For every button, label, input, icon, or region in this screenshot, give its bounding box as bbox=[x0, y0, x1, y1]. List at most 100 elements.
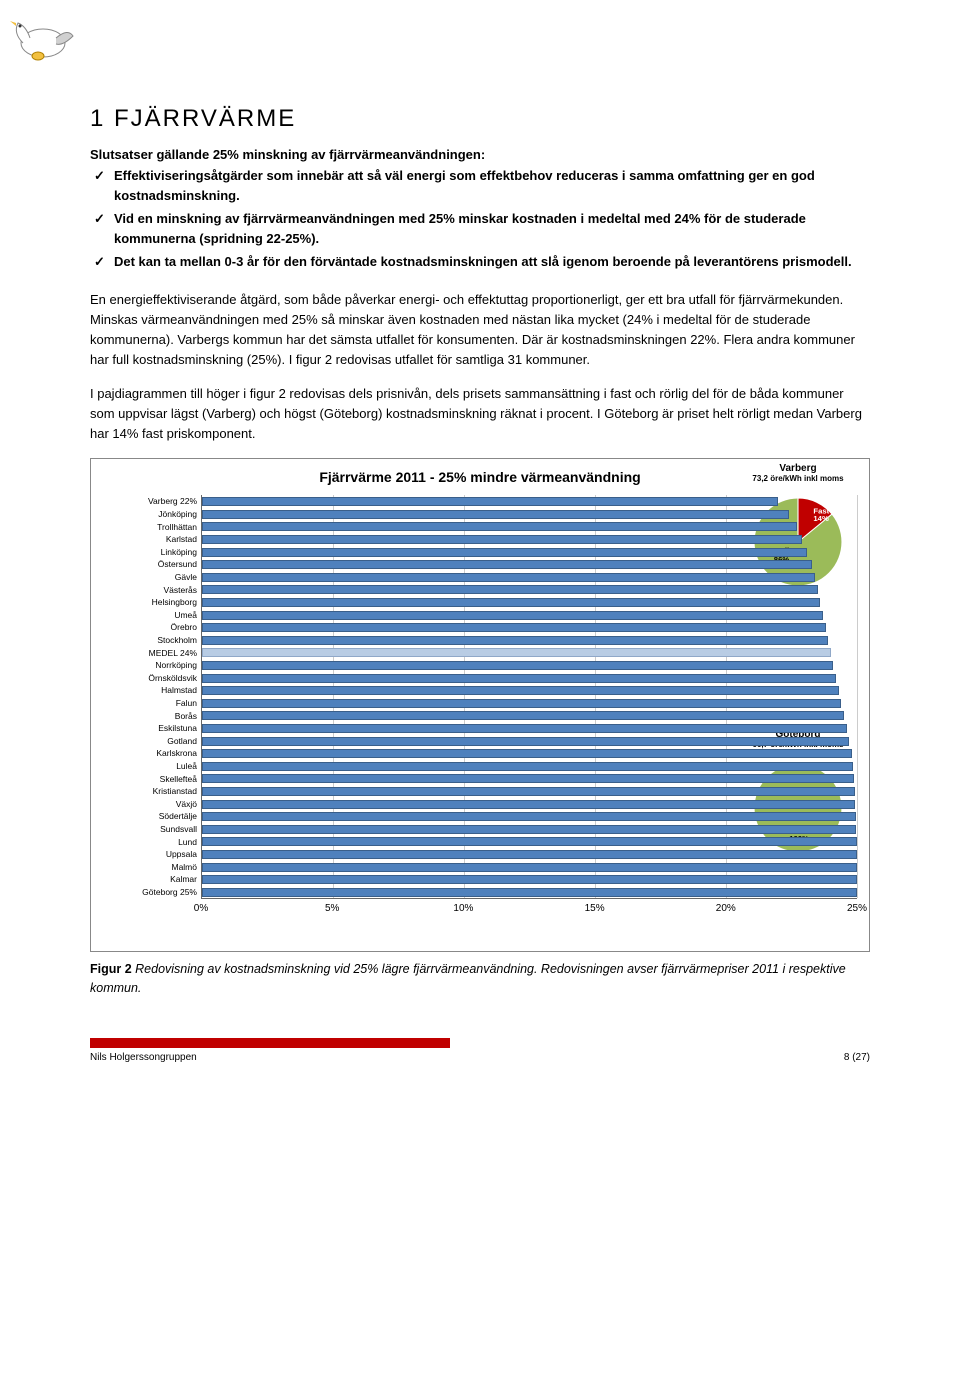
bar-row bbox=[202, 798, 857, 811]
footer-author: Nils Holgerssongruppen bbox=[90, 1052, 197, 1063]
bar-row bbox=[202, 659, 857, 672]
bar-row bbox=[202, 697, 857, 710]
bar-label: Kalmar bbox=[103, 873, 201, 886]
bar bbox=[202, 825, 856, 834]
bar-label: Örnsköldsvik bbox=[103, 672, 201, 685]
bar-label: Örebro bbox=[103, 621, 201, 634]
bar bbox=[202, 850, 857, 859]
x-tick: 5% bbox=[325, 903, 339, 914]
bar bbox=[202, 737, 849, 746]
footer-bar bbox=[90, 1038, 450, 1048]
bar-label: Jönköping bbox=[103, 508, 201, 521]
bar bbox=[202, 661, 833, 670]
bar bbox=[202, 611, 823, 620]
bar-row bbox=[202, 735, 857, 748]
caption-bold: Figur 2 bbox=[90, 962, 132, 976]
bar bbox=[202, 623, 826, 632]
bar-row bbox=[202, 836, 857, 849]
bar bbox=[202, 548, 807, 557]
x-tick: 15% bbox=[585, 903, 605, 914]
bar-label: Umeå bbox=[103, 609, 201, 622]
bar bbox=[202, 812, 856, 821]
bar-label: Växjö bbox=[103, 798, 201, 811]
bar bbox=[202, 774, 854, 783]
bar-label: Södertälje bbox=[103, 810, 201, 823]
bar bbox=[202, 585, 818, 594]
bar-row bbox=[202, 609, 857, 622]
bar-row bbox=[202, 521, 857, 534]
bar bbox=[202, 699, 841, 708]
body-para-2: I pajdiagrammen till höger i figur 2 red… bbox=[90, 384, 870, 444]
bar-label: Varberg 22% bbox=[103, 495, 201, 508]
bar-label: Skellefteå bbox=[103, 773, 201, 786]
pie-varberg-title: Varberg bbox=[733, 463, 863, 474]
bar bbox=[202, 749, 852, 758]
pie-varberg-sub: 73,2 öre/kWh inkl moms bbox=[733, 474, 863, 483]
bar-label: Malmö bbox=[103, 861, 201, 874]
bar-label: Karlskrona bbox=[103, 747, 201, 760]
bar bbox=[202, 573, 815, 582]
bar-label: Karlstad bbox=[103, 533, 201, 546]
bar-row bbox=[202, 533, 857, 546]
bar-label: Luleå bbox=[103, 760, 201, 773]
bar-label: Gävle bbox=[103, 571, 201, 584]
bar-label: Eskilstuna bbox=[103, 722, 201, 735]
bar-row bbox=[202, 647, 857, 660]
bar-labels: Varberg 22%JönköpingTrollhättanKarlstad L… bbox=[103, 495, 201, 899]
bar-label: Borås bbox=[103, 710, 201, 723]
bar-label: Gotland bbox=[103, 735, 201, 748]
bar-row bbox=[202, 747, 857, 760]
x-axis-ticks: 0%5%10%15%20%25% bbox=[201, 903, 857, 917]
bar-label: Göteborg 25% bbox=[103, 886, 201, 899]
chart-container: Fjärrvärme 2011 - 25% mindre värmeanvänd… bbox=[90, 458, 870, 952]
bar bbox=[202, 598, 820, 607]
bar bbox=[202, 711, 844, 720]
bar bbox=[202, 686, 839, 695]
bar-row bbox=[202, 848, 857, 861]
bar bbox=[202, 522, 797, 531]
bar-row bbox=[202, 773, 857, 786]
x-tick: 20% bbox=[716, 903, 736, 914]
bullet-item: Det kan ta mellan 0-3 år för den förvänt… bbox=[114, 252, 870, 272]
bar-label: Kristianstad bbox=[103, 785, 201, 798]
bar-label: Norrköping bbox=[103, 659, 201, 672]
section-title: 1 FJÄRRVÄRME bbox=[90, 105, 870, 133]
bar-label: Västerås bbox=[103, 584, 201, 597]
bar-label: Helsingborg bbox=[103, 596, 201, 609]
bar bbox=[202, 888, 857, 897]
x-tick: 10% bbox=[453, 903, 473, 914]
bar-row bbox=[202, 684, 857, 697]
footer-page: 8 (27) bbox=[844, 1052, 870, 1063]
bar-row bbox=[202, 634, 857, 647]
bullet-list: Effektiviseringsåtgärder som innebär att… bbox=[90, 166, 870, 272]
bar-label: Sundsvall bbox=[103, 823, 201, 836]
bar bbox=[202, 648, 831, 657]
bar-label: Uppsala bbox=[103, 848, 201, 861]
bar-label: Trollhättan bbox=[103, 521, 201, 534]
bar-row bbox=[202, 558, 857, 571]
bar-row bbox=[202, 710, 857, 723]
bar-label: Falun bbox=[103, 697, 201, 710]
bar-row bbox=[202, 785, 857, 798]
bar-row bbox=[202, 495, 857, 508]
bar-row bbox=[202, 722, 857, 735]
bar-row bbox=[202, 571, 857, 584]
bar bbox=[202, 800, 855, 809]
bar-row bbox=[202, 596, 857, 609]
page: 1 FJÄRRVÄRME Slutsatser gällande 25% min… bbox=[0, 0, 960, 1096]
bar-row bbox=[202, 546, 857, 559]
chart-body: Varberg 22%JönköpingTrollhättanKarlstad L… bbox=[103, 495, 857, 899]
bar-row bbox=[202, 873, 857, 886]
bar bbox=[202, 535, 802, 544]
page-footer: Nils Holgerssongruppen 8 (27) bbox=[90, 1038, 870, 1066]
bar-row bbox=[202, 810, 857, 823]
bar bbox=[202, 837, 857, 846]
bar bbox=[202, 560, 812, 569]
bar-label: MEDEL 24% bbox=[103, 647, 201, 660]
bar-row bbox=[202, 672, 857, 685]
bar-row bbox=[202, 861, 857, 874]
bar bbox=[202, 875, 857, 884]
bar-label: Östersund bbox=[103, 558, 201, 571]
bar-label: Stockholm bbox=[103, 634, 201, 647]
bar-row bbox=[202, 886, 857, 899]
